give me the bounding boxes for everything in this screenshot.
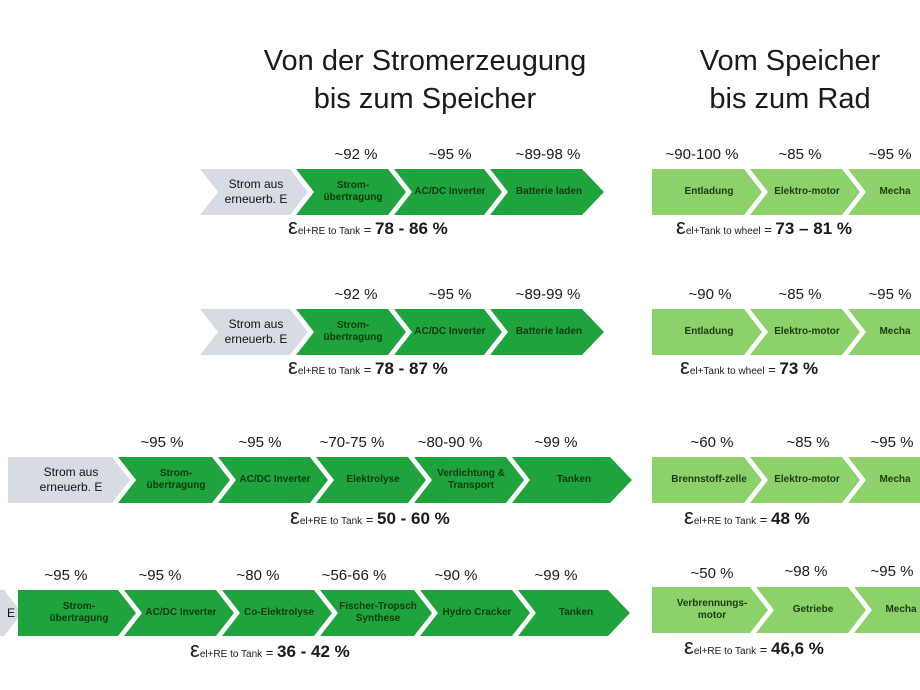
step-strom-aus-erneuerb: Strom aus erneuerb. E: [200, 169, 308, 215]
step-verdichtung-transport: Verdichtung & Transport: [414, 457, 524, 503]
pct-verbrennungsmotor: ~50 %: [690, 565, 734, 582]
step-batterie-laden: Batterie laden: [490, 169, 604, 215]
step-batterie-laden: Batterie laden: [490, 309, 604, 355]
efficiency-summary: εel+RE to Tank = 48 %: [684, 504, 810, 529]
pct-elektrolyse: ~70-75 %: [319, 434, 385, 451]
pct-ac-dc-inverter: ~95 %: [138, 567, 182, 584]
right-column-title: Vom Speicher bis zum Rad: [650, 42, 920, 118]
right-title-line-2: bis zum Rad: [709, 83, 871, 115]
step-co-elektrolyse: Co-Elektrolyse: [222, 590, 332, 636]
pct-batterie-laden: ~89-98 %: [515, 146, 581, 163]
step-strom-uebertragung: Strom-übertragung: [118, 457, 230, 503]
step-hydro-cracker: Hydro Cracker: [420, 590, 530, 636]
step-strom-uebertragung: Strom-übertragung: [296, 309, 406, 355]
pct-entladung: ~90-100 %: [665, 146, 739, 163]
pct-strom-uebertragung: ~92 %: [334, 146, 378, 163]
efficiency-summary: εel+RE to Tank = 50 - 60 %: [290, 504, 450, 529]
step-elektromotor: Elektro-motor: [750, 309, 860, 355]
pct-ac-dc-inverter: ~95 %: [428, 146, 472, 163]
pct-verdichtung-transport: ~80-90 %: [417, 434, 483, 451]
pct-ac-dc-inverter: ~95 %: [238, 434, 282, 451]
pct-brennstoffzelle: ~60 %: [690, 434, 734, 451]
pct-strom-uebertragung: ~95 %: [140, 434, 184, 451]
pct-elektromotor: ~85 %: [778, 286, 822, 303]
efficiency-summary: εel+Tank to wheel = 73 %: [680, 354, 819, 379]
pct-tanken: ~99 %: [534, 567, 578, 584]
pct-getriebe: ~98 %: [784, 563, 828, 580]
pct-elektromotor: ~85 %: [786, 434, 830, 451]
efficiency-summary: εel+RE to Tank = 36 - 42 %: [190, 637, 350, 662]
step-verbrennungsmotor: Verbrennungs-motor: [652, 587, 768, 633]
pct-fischer-tropsch-synthese: ~56-66 %: [321, 567, 387, 584]
right-title-line-1: Vom Speicher: [699, 45, 881, 77]
step-tanken: Tanken: [518, 590, 630, 636]
pct-strom-uebertragung: ~95 %: [44, 567, 88, 584]
step-entladung: Entladung: [652, 169, 762, 215]
pct-mechanik: ~95 %: [870, 434, 914, 451]
efficiency-summary: εel+RE to Tank = 78 - 86 %: [288, 214, 448, 239]
pct-tanken: ~99 %: [534, 434, 578, 451]
pct-ac-dc-inverter: ~95 %: [428, 286, 472, 303]
pct-strom-uebertragung: ~92 %: [334, 286, 378, 303]
left-title-line-2: bis zum Speicher: [313, 83, 537, 115]
pct-entladung: ~90 %: [688, 286, 732, 303]
left-title-line-1: Von der Stromerzeugung: [263, 45, 587, 77]
pct-hydro-cracker: ~90 %: [434, 567, 478, 584]
step-strom-aus-erneuerb: Strom aus erneuerb. E: [8, 457, 130, 503]
step-tanken: Tanken: [512, 457, 632, 503]
step-ac-dc-inverter: AC/DC Inverter: [394, 309, 502, 355]
pct-mechanik: ~95 %: [868, 146, 912, 163]
step-strom-uebertragung: Strom-übertragung: [18, 590, 136, 636]
step-ac-dc-inverter: AC/DC Inverter: [218, 457, 328, 503]
efficiency-summary: εel+RE to Tank = 78 - 87 %: [288, 354, 448, 379]
step-elektromotor: Elektro-motor: [750, 169, 860, 215]
efficiency-summary: εel+RE to Tank = 46,6 %: [684, 634, 824, 659]
step-strom-uebertragung: Strom-übertragung: [296, 169, 406, 215]
left-column-title: Von der Stromerzeugung bis zum Speicher: [215, 42, 635, 118]
step-elektrolyse: Elektrolyse: [316, 457, 426, 503]
pct-elektromotor: ~85 %: [778, 146, 822, 163]
step-getriebe: Getriebe: [756, 587, 866, 633]
pct-batterie-laden: ~89-99 %: [515, 286, 581, 303]
efficiency-summary: εel+Tank to wheel = 73 – 81 %: [676, 214, 852, 239]
step-ac-dc-inverter: AC/DC Inverter: [124, 590, 234, 636]
step-elektromotor: Elektro-motor: [750, 457, 860, 503]
step-ac-dc-inverter: AC/DC Inverter: [394, 169, 502, 215]
pct-mechanik: ~95 %: [870, 563, 914, 580]
step-brennstoffzelle: Brennstoff-zelle: [652, 457, 762, 503]
step-strom-aus-erneuerb: Strom aus erneuerb. E: [200, 309, 308, 355]
pct-co-elektrolyse: ~80 %: [236, 567, 280, 584]
pct-mechanik: ~95 %: [868, 286, 912, 303]
step-entladung: Entladung: [652, 309, 762, 355]
step-fischer-tropsch-synthese: Fischer-Tropsch Synthese: [320, 590, 432, 636]
